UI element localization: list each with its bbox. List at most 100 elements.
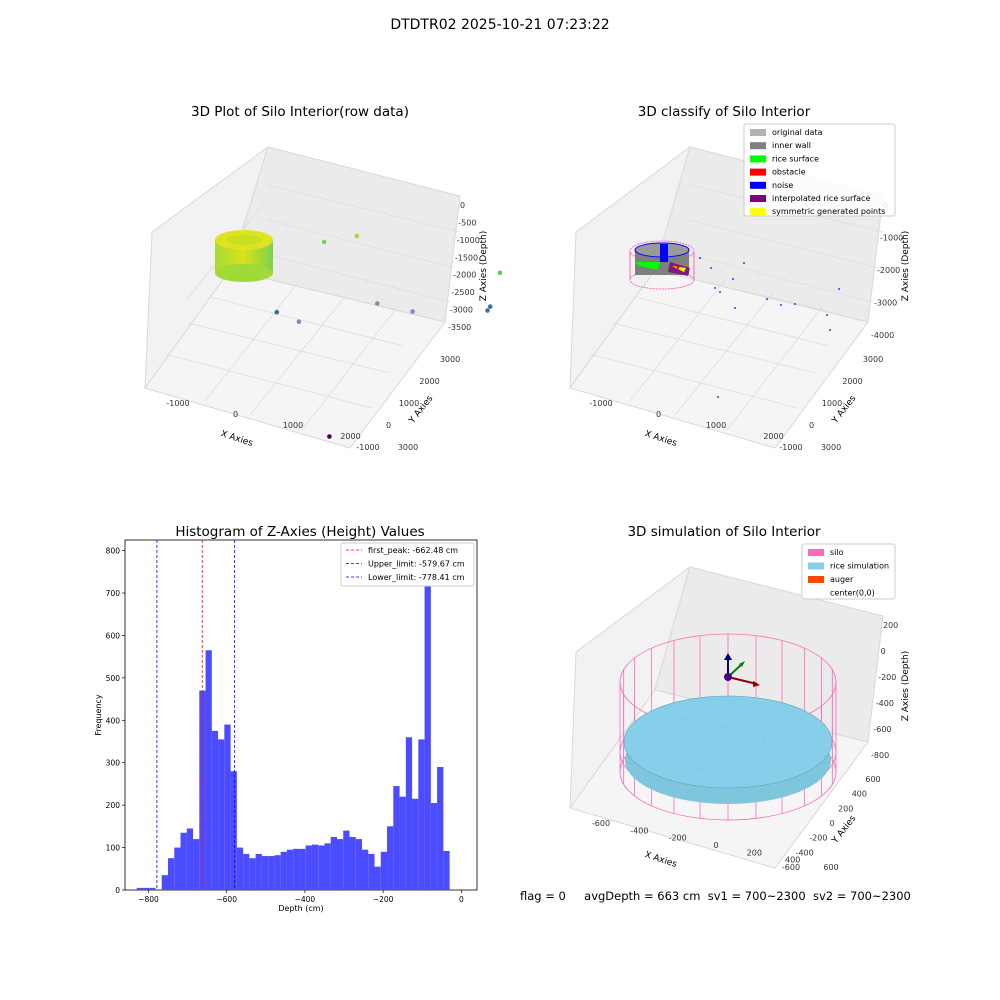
- cls-legend-label: inner wall: [772, 141, 811, 150]
- y-tick-label: 0: [809, 421, 814, 430]
- hist-bar: [205, 650, 212, 890]
- hist-bar: [380, 851, 388, 890]
- hist-bar: [343, 830, 350, 890]
- cls-zlabel: Z Axies (Depth): [901, 231, 911, 302]
- cls-noise-point: [699, 257, 701, 259]
- hist-bar: [387, 826, 394, 890]
- hist-bar: [255, 853, 262, 890]
- hist-bar: [168, 858, 175, 890]
- hist-xlabel: Depth (cm): [278, 904, 323, 913]
- hist-bar: [311, 844, 319, 890]
- cls-noise-point: [714, 287, 716, 289]
- y-tick-label: 3000: [863, 355, 883, 364]
- x-tick-label: 2000: [763, 432, 783, 441]
- hist-bar: [261, 856, 269, 890]
- hist-y-tick-label: 200: [106, 801, 121, 810]
- sim-legend: silo rice simulation auger center(0,0): [801, 543, 896, 600]
- sim-legend-swatch: [808, 589, 824, 597]
- y-tick-label: 200: [838, 804, 853, 813]
- cls-noise-point: [719, 291, 721, 293]
- y-tick-label: 1000: [399, 399, 419, 408]
- hist-x-tick-label: −600: [216, 895, 237, 904]
- cls-noise-point: [829, 329, 831, 331]
- hist-y-tick-label: 100: [106, 844, 121, 853]
- sim-rice-surface: [623, 695, 833, 804]
- z-tick-label: -2500: [451, 288, 474, 297]
- cls-legend-label: interpolated rice surface: [772, 194, 870, 203]
- raw-point: [327, 434, 332, 439]
- y-tick-label: -400: [796, 848, 814, 857]
- x-tick-label: 200: [747, 848, 762, 857]
- sim-zlabel: Z Axies (Depth): [901, 651, 911, 722]
- sim-legend-label: rice simulation: [830, 562, 889, 571]
- cls-noise-point: [743, 262, 745, 264]
- cls-noise-point: [838, 288, 840, 290]
- raw-silo-ring-cluster: [215, 230, 273, 282]
- z-tick-label: -600: [873, 725, 891, 734]
- y-tick-label: 3000: [440, 355, 460, 364]
- y-tick-label: -600: [782, 863, 800, 872]
- hist-y-tick-label: 600: [106, 631, 121, 640]
- cls-noise-point: [766, 298, 768, 300]
- footer-sv2: sv2 = 700~2300: [812, 889, 911, 903]
- hist-bar: [161, 875, 169, 890]
- cls-noise-point: [710, 267, 712, 269]
- y-tick-label: -200: [809, 834, 827, 843]
- y-tick-label: 2000: [842, 377, 862, 386]
- cls-noise-point: [826, 314, 828, 316]
- hist-bar: [180, 832, 187, 890]
- hist-bar: [368, 853, 375, 890]
- panel-simulation-3d: 3D simulation of Silo Interior: [569, 524, 911, 872]
- hist-y-tick-label: 400: [106, 716, 121, 725]
- hist-bar: [280, 851, 287, 890]
- hist-legend-label: first_peak: -662.48 cm: [368, 546, 458, 555]
- footer-sv1: sv1 = 700~2300: [707, 889, 806, 903]
- hist-x-tick-label: −800: [138, 895, 159, 904]
- z-tick-label: -2000: [453, 271, 476, 280]
- cls-legend-label: rice surface: [772, 154, 819, 163]
- z-tick-label: -3000: [450, 306, 473, 315]
- footer-flag: flag = 0: [520, 889, 566, 903]
- hist-bar: [149, 887, 156, 890]
- panel-raw-3d: 3D Plot of Silo Interior(row data): [144, 104, 503, 452]
- panel-raw-title: 3D Plot of Silo Interior(row data): [191, 104, 409, 120]
- x-tick-label: -400: [630, 826, 648, 835]
- cls-noise-point: [794, 303, 796, 305]
- sim-axis-ticks: -600-400-2000200400600-600-400-200020040…: [592, 621, 898, 872]
- y-tick-label: 600: [865, 775, 880, 784]
- hist-bar: [418, 739, 425, 890]
- x-tick-label: 0: [233, 410, 238, 419]
- x-tick-label: 3000: [398, 443, 418, 452]
- hist-x-tick-label: −400: [295, 895, 316, 904]
- cls-legend-label: obstacle: [772, 168, 806, 177]
- x-tick-label: 600: [823, 863, 838, 872]
- cls-legend-frame: [743, 123, 896, 217]
- sim-xlabel: X Axies: [643, 850, 678, 870]
- hist-bar: [443, 850, 450, 890]
- hist-bar: [224, 724, 231, 890]
- raw-point: [497, 270, 503, 276]
- x-tick-label: -200: [669, 834, 687, 843]
- hist-bar: [186, 828, 194, 890]
- hist-bar: [230, 771, 237, 890]
- hist-bar: [349, 836, 356, 890]
- y-tick-label: -1000: [779, 443, 802, 452]
- z-tick-label: -1500: [455, 253, 478, 262]
- z-tick-label: -1000: [457, 236, 480, 245]
- sim-title: 3D simulation of Silo Interior: [627, 524, 821, 540]
- z-tick-label: -3000: [874, 299, 897, 308]
- hist-bar: [236, 847, 244, 890]
- hist-bar: [437, 766, 444, 890]
- hist-y-tick-label: 800: [106, 547, 121, 556]
- sim-legend-label: auger: [830, 575, 854, 584]
- hist-reference-lines: [156, 540, 236, 890]
- hist-bar: [399, 796, 406, 890]
- y-tick-label: 0: [386, 421, 391, 430]
- raw-zlabel: Z Axies (Depth): [479, 231, 489, 302]
- hist-bar: [286, 849, 294, 890]
- hist-bar: [211, 730, 219, 890]
- raw-point: [375, 301, 380, 306]
- y-tick-label: 0: [829, 819, 834, 828]
